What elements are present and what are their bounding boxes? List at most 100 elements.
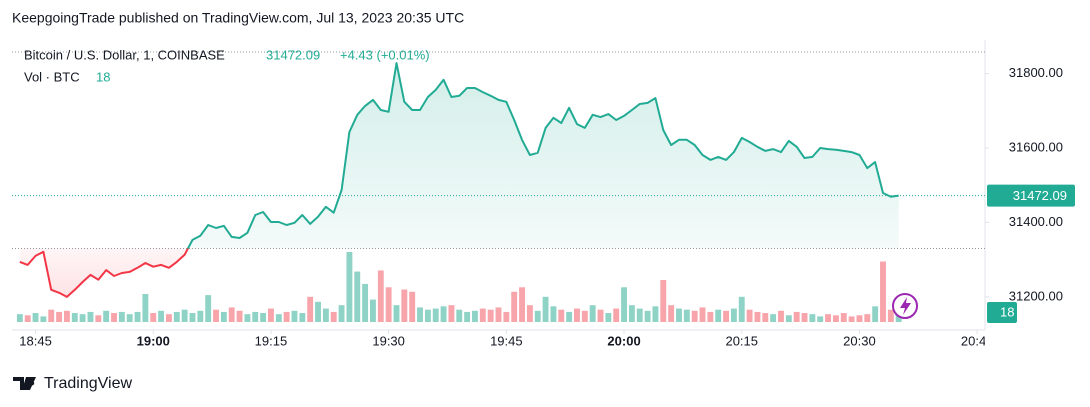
volume-bar [181,309,188,322]
volume-bar [213,309,219,322]
volume-bar [275,314,282,322]
volume-bar [464,311,471,322]
x-tick-label: 18:45 [19,333,52,348]
volume-bar [283,311,290,322]
header-text: KeepgoingTrade published on TradingView.… [12,10,464,26]
volume-bar [809,314,816,322]
volume-bar [236,310,243,322]
volume-name: Vol · BTC [24,69,80,84]
volume-bar [291,310,298,322]
volume-bar [636,308,643,322]
volume-bar [589,305,596,322]
volume-bar [668,305,675,322]
volume-bar [856,315,863,322]
volume-bar [63,310,70,322]
volume-bar [613,308,620,322]
volume-bar [511,291,518,322]
price-tag: 31472.09 [1013,188,1067,203]
volume-bar [409,291,416,322]
volume-bar [197,310,204,322]
volume-bar [628,305,635,322]
volume-bar [597,309,604,322]
volume-bar [330,311,337,322]
volume-bar [723,310,729,322]
volume-bar [40,316,47,322]
volume-bar [707,311,714,322]
price-tag-bg [987,184,1075,207]
volume-bar [370,299,376,322]
volume-bar [770,314,777,322]
volume-bar [621,287,627,322]
volume-bar [660,280,667,322]
logo: TradingView [13,375,132,392]
volume-bar [377,270,384,322]
volume-bar [252,311,259,322]
volume-bar [840,313,847,322]
volume-tag-bg [987,302,1017,323]
volume-bar [479,308,486,322]
volume-bar [268,308,274,322]
volume-bar [71,313,78,322]
volume-bar [346,252,353,322]
volume-bar [111,313,117,322]
legend-change: +4.43 (+0.01%) [340,47,430,62]
volume-bar [754,311,761,322]
volume-bar [315,301,321,322]
volume-bar [299,313,306,322]
y-tick-label: 31800.00 [1009,65,1063,80]
volume-bar [126,314,133,322]
volume-bar [79,314,86,322]
volume-bar [574,308,580,322]
volume-bar [205,295,212,322]
time-axis: 18:45 19:00 19:15 19:30 19:45 20:00 20:15 20:30… [19,330,994,348]
x-tick-label: 19:45 [490,333,523,348]
volume-bar [173,311,180,322]
volume-bar [24,315,31,322]
volume-bar [32,313,39,322]
volume-bar [581,310,588,322]
lightning-icon [892,293,918,319]
volume-bar [503,311,510,322]
x-tick-label: 20:45 [961,333,994,348]
volume-bar [228,307,235,322]
volume-bar [526,305,533,322]
volume-bar [189,313,196,322]
volume-bar [16,314,23,322]
volume-bar [260,313,267,322]
volume-bar [495,307,502,322]
volume-bar [715,309,722,322]
volume-bar [566,311,573,322]
x-tick-label: 19:15 [255,333,288,348]
x-tick-label: 20:15 [725,333,758,348]
volume-bar [864,314,871,322]
volume-bar [542,296,549,322]
volume-bar [424,309,431,322]
volume-bar [103,310,110,322]
volume-bar [699,307,706,322]
volume-bar [401,289,408,322]
symbol-name: Bitcoin / U.S. Dollar, 1, COINBASE [24,47,225,62]
y-tick-label: 31200.00 [1009,288,1063,303]
price-line [19,62,899,298]
volume-bar [519,287,525,322]
volume-bar [825,314,832,322]
volume-bar [652,306,659,322]
x-tick-label: 19:30 [372,333,405,348]
volume-bar [142,294,149,322]
volume-bar [887,309,894,322]
volume-bar [307,296,314,322]
volume-tag: 18 [1000,304,1014,319]
volume-bar [832,315,839,322]
volume-bar [440,306,447,322]
volume-bar [472,310,478,322]
x-tick-label: 19:00 [137,333,170,348]
logo-text: TradingView [44,375,132,392]
volume-bar [683,309,690,322]
volume-bar [393,305,400,322]
volume-bar [534,310,541,322]
volume-bar [487,309,494,322]
volume-bar [134,311,141,322]
volume-bar [746,309,753,322]
legend-price: 31472.09 [266,47,320,62]
